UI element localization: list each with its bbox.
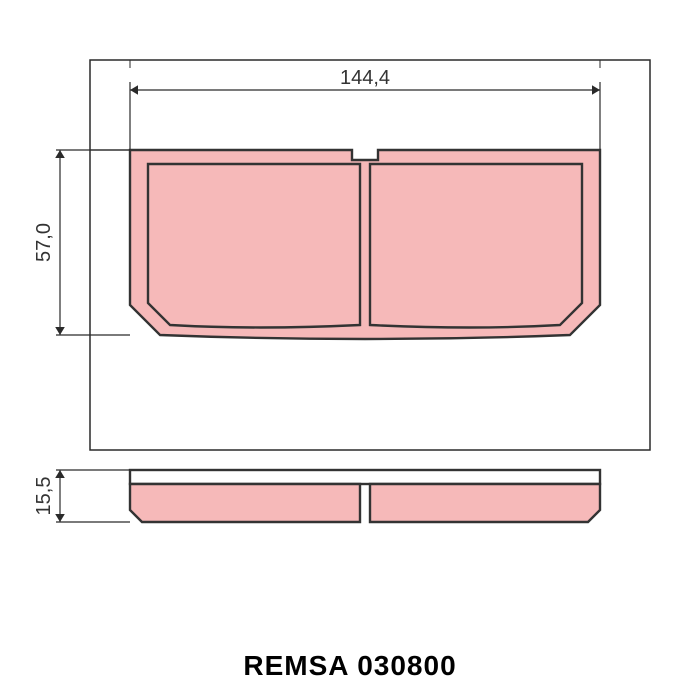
part-number: 030800 [357, 650, 456, 681]
technical-drawing-svg: 144,4 57,0 15,5 [0, 0, 700, 700]
dimension-width: 144,4 [340, 67, 390, 89]
diagram-canvas: 144,4 57,0 15,5 REMSA 030800 [0, 0, 700, 700]
dimension-height: 57,0 [33, 223, 55, 262]
dimension-thickness: 15,5 [33, 477, 55, 516]
brake-pad-backplate [130, 470, 600, 484]
brand-name: REMSA [243, 650, 348, 681]
footer-label: REMSA 030800 [0, 650, 700, 682]
